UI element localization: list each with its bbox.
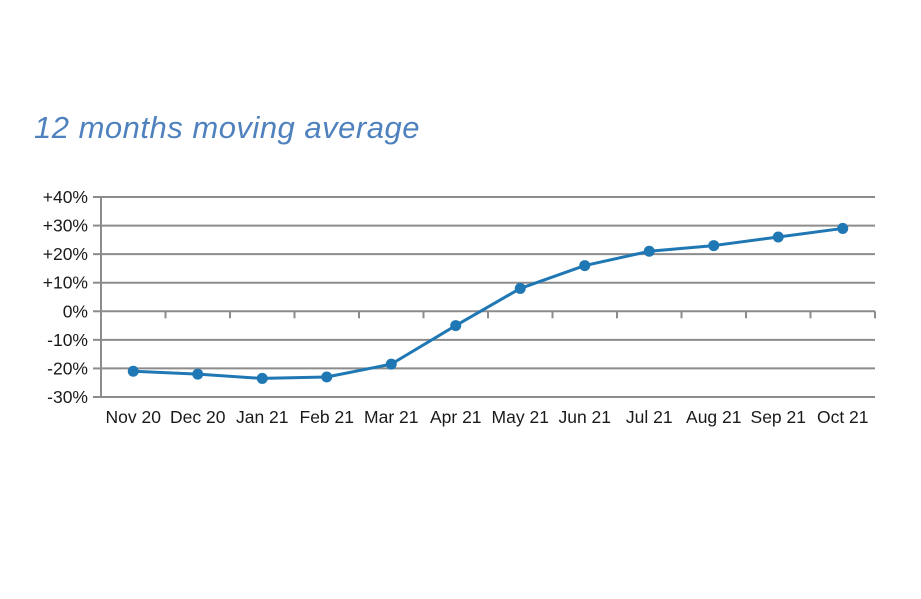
data-point-marker — [127, 365, 139, 377]
data-point-marker — [579, 260, 591, 272]
y-axis-label: +10% — [43, 273, 88, 293]
data-point-marker — [450, 320, 462, 332]
x-axis-label: Oct 21 — [817, 407, 869, 427]
x-axis-label: Jan 21 — [236, 407, 289, 427]
data-point-marker — [321, 371, 333, 383]
series-line — [131, 226, 845, 380]
chart-title: 12 months moving average — [34, 110, 420, 145]
x-axis-label: Feb 21 — [300, 407, 354, 427]
y-axis-label: +20% — [43, 244, 88, 264]
y-axis-label: -20% — [47, 358, 88, 378]
data-point-marker — [772, 231, 784, 243]
x-axis-label: Dec 20 — [170, 407, 226, 427]
x-axis-label: Sep 21 — [751, 407, 806, 427]
x-axis-label: Jun 21 — [558, 407, 611, 427]
y-axis-label: +40% — [43, 187, 88, 207]
data-point-marker — [256, 372, 268, 384]
x-axis-label: Nov 20 — [106, 407, 162, 427]
x-axis-label: Aug 21 — [686, 407, 741, 427]
data-point-marker — [385, 358, 397, 370]
data-point-marker — [837, 222, 849, 234]
y-axis-label: +30% — [43, 216, 88, 236]
data-point-marker — [708, 240, 720, 252]
y-axis-label: -10% — [47, 330, 88, 350]
x-axis-label: May 21 — [492, 407, 549, 427]
data-point-marker — [192, 368, 204, 380]
x-axis-label: Jul 21 — [626, 407, 673, 427]
y-axis-label: -30% — [47, 387, 88, 407]
x-axis-label: Apr 21 — [430, 407, 482, 427]
data-point-marker — [514, 282, 526, 294]
y-axis-label: 0% — [63, 301, 88, 321]
data-point-marker — [643, 245, 655, 257]
x-axis-label: Mar 21 — [364, 407, 418, 427]
